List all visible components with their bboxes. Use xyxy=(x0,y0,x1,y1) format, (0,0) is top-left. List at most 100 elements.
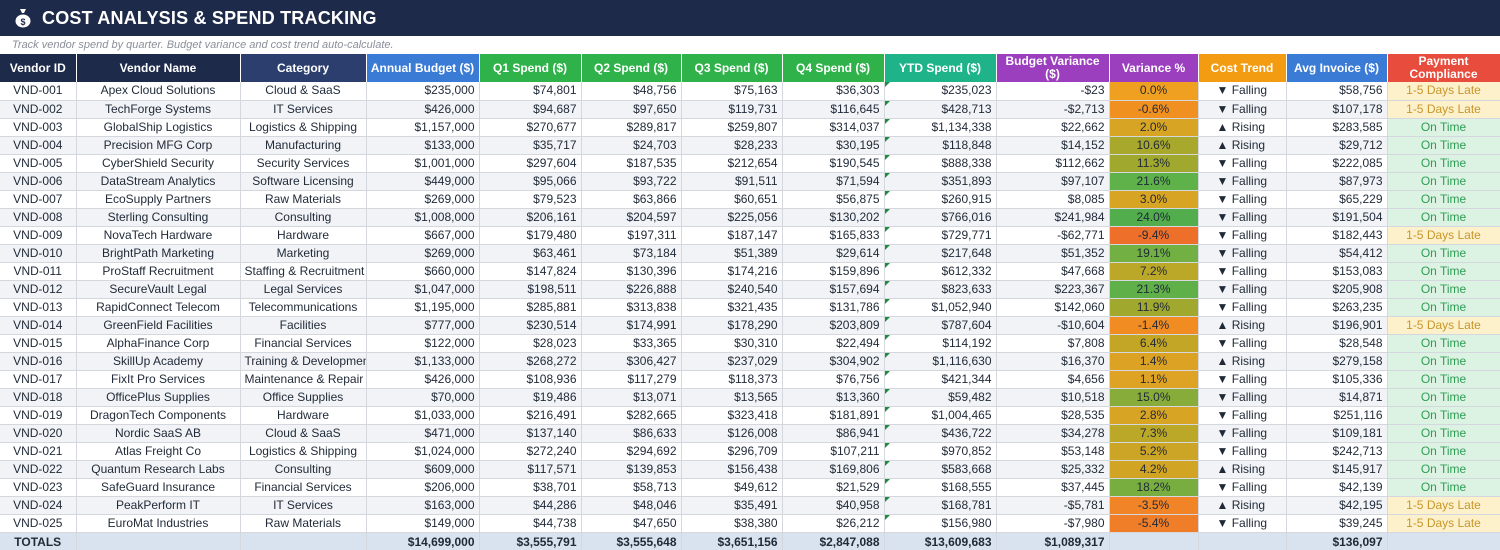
category-cell[interactable]: Financial Services xyxy=(240,478,367,497)
annual-budget-cell[interactable]: $269,000 xyxy=(366,190,480,209)
cost-trend-cell[interactable]: ▼ Falling xyxy=(1198,226,1287,245)
variance-pct-cell[interactable]: 7.3% xyxy=(1109,424,1199,443)
vendor-id-cell[interactable]: VND-009 xyxy=(0,226,77,245)
cost-trend-cell[interactable]: ▲ Rising xyxy=(1198,460,1287,479)
q4-spend-cell[interactable]: $107,211 xyxy=(782,442,885,461)
column-header[interactable]: Q4 Spend ($) xyxy=(782,54,885,82)
q3-spend-cell[interactable]: $119,731 xyxy=(681,100,783,119)
vendor-id-cell[interactable]: VND-015 xyxy=(0,334,77,353)
column-header[interactable]: Vendor ID xyxy=(0,54,77,82)
category-cell[interactable]: Manufacturing xyxy=(240,136,367,155)
vendor-id-cell[interactable]: VND-007 xyxy=(0,190,77,209)
payment-compliance-cell[interactable]: On Time xyxy=(1387,172,1500,191)
budget-variance-cell[interactable]: $51,352 xyxy=(996,244,1110,263)
cost-trend-cell[interactable]: ▼ Falling xyxy=(1198,478,1287,497)
q4-spend-cell[interactable]: $21,529 xyxy=(782,478,885,497)
q4-spend-cell[interactable]: $165,833 xyxy=(782,226,885,245)
avg-invoice-cell[interactable]: $28,548 xyxy=(1286,334,1388,353)
ytd-spend-cell[interactable]: $766,016 xyxy=(884,208,997,227)
vendor-name-cell[interactable]: GlobalShip Logistics xyxy=(76,118,241,137)
q2-spend-cell[interactable]: $97,650 xyxy=(581,100,682,119)
ytd-spend-cell[interactable]: $823,633 xyxy=(884,280,997,299)
category-cell[interactable]: Raw Materials xyxy=(240,514,367,533)
avg-invoice-cell[interactable]: $182,443 xyxy=(1286,226,1388,245)
vendor-id-cell[interactable]: VND-021 xyxy=(0,442,77,461)
q4-spend-cell[interactable]: $71,594 xyxy=(782,172,885,191)
q3-spend-cell[interactable]: $212,654 xyxy=(681,154,783,173)
column-header[interactable]: Q2 Spend ($) xyxy=(581,54,682,82)
annual-budget-cell[interactable]: $149,000 xyxy=(366,514,480,533)
q4-spend-cell[interactable]: $116,645 xyxy=(782,100,885,119)
q2-spend-cell[interactable]: $86,633 xyxy=(581,424,682,443)
q4-spend-cell[interactable]: $314,037 xyxy=(782,118,885,137)
category-cell[interactable]: Security Services xyxy=(240,154,367,173)
annual-budget-cell[interactable]: $122,000 xyxy=(366,334,480,353)
payment-compliance-cell[interactable]: On Time xyxy=(1387,406,1500,425)
annual-budget-cell[interactable]: $426,000 xyxy=(366,370,480,389)
q1-spend-cell[interactable]: $28,023 xyxy=(479,334,582,353)
category-cell[interactable]: Consulting xyxy=(240,208,367,227)
cost-trend-cell[interactable]: ▲ Rising xyxy=(1198,316,1287,335)
ytd-spend-cell[interactable]: $970,852 xyxy=(884,442,997,461)
category-cell[interactable]: Facilities xyxy=(240,316,367,335)
annual-budget-cell[interactable]: $1,008,000 xyxy=(366,208,480,227)
q2-spend-cell[interactable]: $24,703 xyxy=(581,136,682,155)
payment-compliance-cell[interactable]: On Time xyxy=(1387,460,1500,479)
annual-budget-cell[interactable]: $206,000 xyxy=(366,478,480,497)
vendor-id-cell[interactable]: VND-003 xyxy=(0,118,77,137)
category-cell[interactable]: Telecommunications xyxy=(240,298,367,317)
variance-pct-cell[interactable]: 19.1% xyxy=(1109,244,1199,263)
vendor-id-cell[interactable]: VND-016 xyxy=(0,352,77,371)
q1-spend-cell[interactable]: $297,604 xyxy=(479,154,582,173)
q1-spend-cell[interactable]: $74,801 xyxy=(479,82,582,101)
q3-spend-cell[interactable]: $28,233 xyxy=(681,136,783,155)
payment-compliance-cell[interactable]: On Time xyxy=(1387,244,1500,263)
ytd-spend-cell[interactable]: $168,555 xyxy=(884,478,997,497)
variance-pct-cell[interactable]: -0.6% xyxy=(1109,100,1199,119)
vendor-id-cell[interactable]: VND-019 xyxy=(0,406,77,425)
budget-variance-cell[interactable]: -$2,713 xyxy=(996,100,1110,119)
q4-spend-cell[interactable]: $304,902 xyxy=(782,352,885,371)
q1-spend-cell[interactable]: $268,272 xyxy=(479,352,582,371)
cost-trend-cell[interactable]: ▼ Falling xyxy=(1198,244,1287,263)
column-header[interactable]: Payment Compliance xyxy=(1387,54,1500,82)
ytd-spend-cell[interactable]: $428,713 xyxy=(884,100,997,119)
vendor-name-cell[interactable]: SkillUp Academy xyxy=(76,352,241,371)
q3-spend-cell[interactable]: $13,565 xyxy=(681,388,783,407)
ytd-spend-cell[interactable]: $583,668 xyxy=(884,460,997,479)
q1-spend-cell[interactable]: $272,240 xyxy=(479,442,582,461)
column-header[interactable]: Annual Budget ($) xyxy=(366,54,480,82)
avg-invoice-cell[interactable]: $87,973 xyxy=(1286,172,1388,191)
q2-spend-cell[interactable]: $226,888 xyxy=(581,280,682,299)
annual-budget-cell[interactable]: $777,000 xyxy=(366,316,480,335)
category-cell[interactable]: Legal Services xyxy=(240,280,367,299)
q3-spend-cell[interactable]: $35,491 xyxy=(681,496,783,515)
q2-spend-cell[interactable]: $197,311 xyxy=(581,226,682,245)
q4-spend-cell[interactable]: $26,212 xyxy=(782,514,885,533)
q4-spend-cell[interactable]: $159,896 xyxy=(782,262,885,281)
q1-spend-cell[interactable]: $44,286 xyxy=(479,496,582,515)
q4-spend-cell[interactable]: $29,614 xyxy=(782,244,885,263)
cost-trend-cell[interactable]: ▼ Falling xyxy=(1198,298,1287,317)
q4-spend-cell[interactable]: $40,958 xyxy=(782,496,885,515)
q1-spend-cell[interactable]: $179,480 xyxy=(479,226,582,245)
ytd-spend-cell[interactable]: $118,848 xyxy=(884,136,997,155)
q1-spend-cell[interactable]: $44,738 xyxy=(479,514,582,533)
column-header[interactable]: Q3 Spend ($) xyxy=(681,54,783,82)
vendor-id-cell[interactable]: VND-018 xyxy=(0,388,77,407)
category-cell[interactable]: Consulting xyxy=(240,460,367,479)
vendor-id-cell[interactable]: VND-002 xyxy=(0,100,77,119)
q2-spend-cell[interactable]: $13,071 xyxy=(581,388,682,407)
q1-spend-cell[interactable]: $117,571 xyxy=(479,460,582,479)
vendor-name-cell[interactable]: RapidConnect Telecom xyxy=(76,298,241,317)
avg-invoice-cell[interactable]: $105,336 xyxy=(1286,370,1388,389)
q2-spend-cell[interactable]: $73,184 xyxy=(581,244,682,263)
payment-compliance-cell[interactable]: On Time xyxy=(1387,190,1500,209)
q3-spend-cell[interactable]: $49,612 xyxy=(681,478,783,497)
category-cell[interactable]: Raw Materials xyxy=(240,190,367,209)
cost-trend-cell[interactable]: ▼ Falling xyxy=(1198,154,1287,173)
annual-budget-cell[interactable]: $667,000 xyxy=(366,226,480,245)
ytd-spend-cell[interactable]: $888,338 xyxy=(884,154,997,173)
payment-compliance-cell[interactable]: 1-5 Days Late xyxy=(1387,82,1500,101)
cost-trend-cell[interactable]: ▲ Rising xyxy=(1198,118,1287,137)
